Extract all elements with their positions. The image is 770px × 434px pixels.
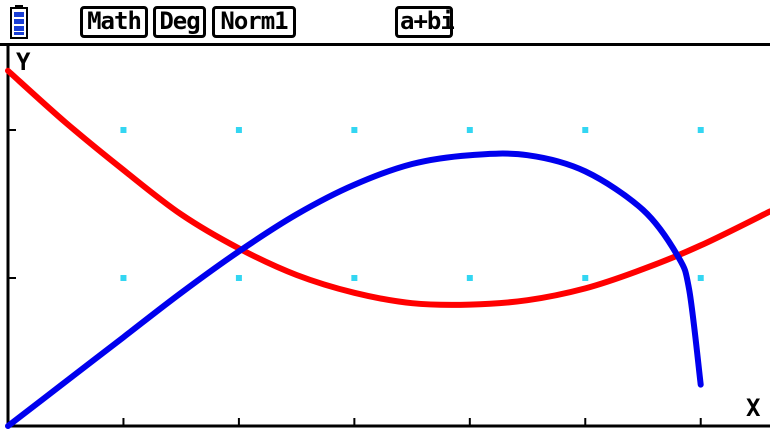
graph-screen[interactable]: Y X [0, 46, 770, 434]
grid-dots [120, 127, 704, 281]
grid-dot [466, 275, 473, 281]
angle-mode-badge: Deg [153, 6, 206, 38]
grid-dot [697, 275, 704, 281]
grid-dot [351, 127, 358, 133]
grid-dot [582, 127, 589, 133]
grid-dot [120, 275, 127, 281]
axis-ticks [8, 129, 702, 426]
grid-dot [120, 127, 127, 133]
complex-mode-badge: a+bi [395, 6, 455, 38]
grid-dot [697, 127, 704, 133]
x-axis-label: X [746, 394, 761, 422]
battery-icon [10, 5, 28, 39]
y-axis-label: Y [16, 48, 31, 76]
input-mode-badge: Math [80, 6, 148, 38]
status-bar: Math Deg Norm1 a+bi [0, 0, 770, 46]
grid-dot [582, 275, 589, 281]
axes [6, 46, 770, 428]
grid-dot [235, 127, 242, 133]
display-mode-badge: Norm1 [212, 6, 296, 38]
grid-dot [235, 275, 242, 281]
series-layer [5, 67, 770, 429]
series-line-1 [5, 67, 770, 308]
grid-dot [351, 275, 358, 281]
series-line-2 [5, 150, 704, 429]
graph-plot[interactable]: Y X [0, 46, 770, 434]
grid-dot [466, 127, 473, 133]
